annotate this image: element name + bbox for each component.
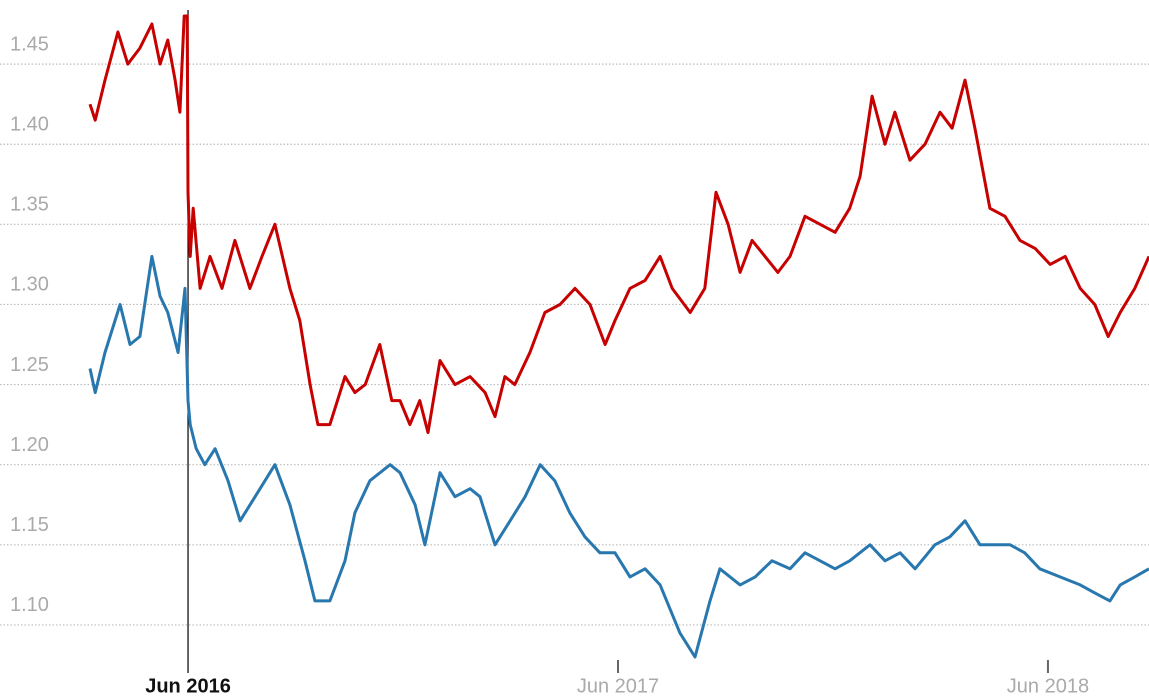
y-tick-label: 1.20 <box>10 434 49 456</box>
y-tick-label: 1.30 <box>10 274 49 296</box>
series-line <box>88 254 1149 659</box>
y-tick-label: 1.45 <box>10 33 49 55</box>
y-tick-label: 1.40 <box>10 113 49 135</box>
y-tick-label: 1.35 <box>10 194 49 216</box>
series-line <box>88 14 1149 435</box>
y-tick-label: 1.25 <box>10 354 49 376</box>
y-tick-label: 1.15 <box>10 514 49 536</box>
x-tick-label: Jun 2016 <box>145 675 231 697</box>
x-tick-label: Jun 2017 <box>577 675 659 697</box>
y-tick-label: 1.10 <box>10 594 49 616</box>
x-tick-label: Jun 2018 <box>1007 675 1089 697</box>
